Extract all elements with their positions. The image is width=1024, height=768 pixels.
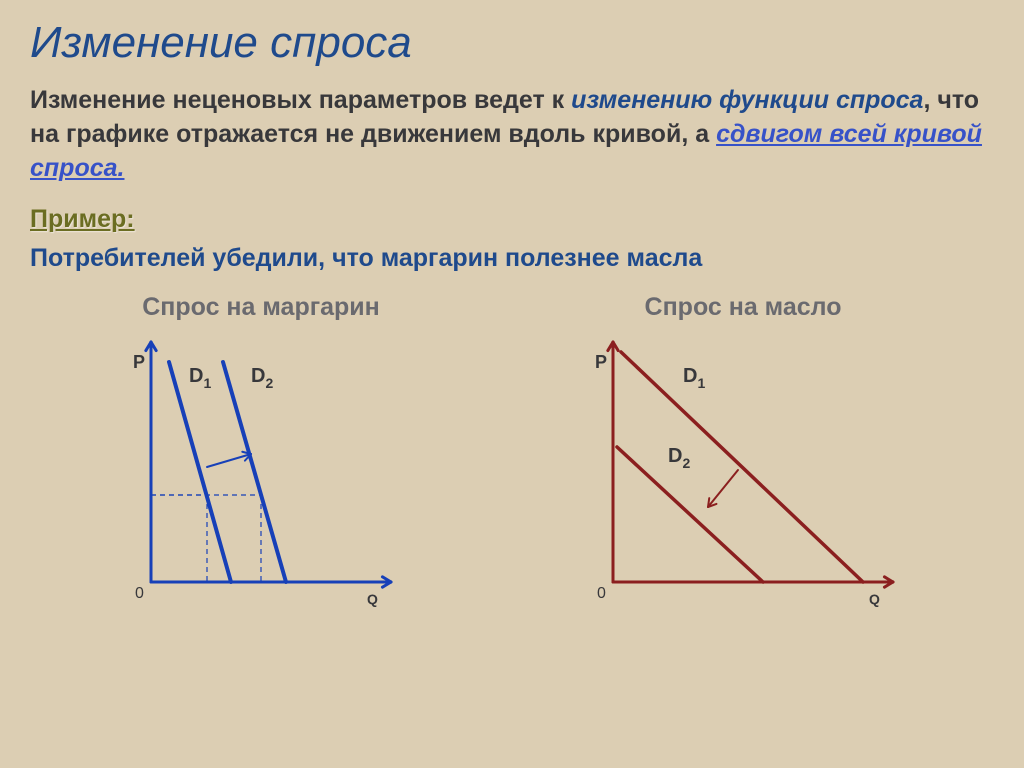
para-t2: изменению функции спроса — [571, 86, 923, 114]
chart-butter: Спрос на масло D1 D2 P Q 0 — [573, 293, 913, 622]
svg-text:P: P — [133, 352, 145, 372]
para-t1: Изменение неценовых параметров ведет к — [30, 86, 571, 114]
svg-text:Q: Q — [367, 591, 378, 607]
svg-text:0: 0 — [597, 585, 606, 602]
intro-paragraph: Изменение неценовых параметров ведет к и… — [30, 84, 994, 185]
svg-text:Q: Q — [869, 591, 880, 607]
charts-row: Спрос на маргарин D1 D2 P Q 0 Спрос на масло… — [30, 293, 994, 622]
chart-butter-svg: D1 D2 P Q 0 — [573, 332, 913, 622]
svg-text:0: 0 — [135, 585, 144, 602]
svg-text:D1: D1 — [683, 365, 705, 391]
svg-text:P: P — [595, 352, 607, 372]
chart-margarine: Спрос на маргарин D1 D2 P Q 0 — [111, 293, 411, 622]
slide-title: Изменение спроса — [30, 18, 994, 68]
example-text: Потребителей убедили, что маргарин полез… — [30, 244, 994, 273]
chart-margarine-title: Спрос на маргарин — [142, 293, 380, 322]
chart-margarine-svg: D1 D2 P Q 0 — [111, 332, 411, 622]
svg-text:D1: D1 — [189, 365, 211, 391]
example-label: Пример: — [30, 205, 135, 234]
chart-butter-title: Спрос на масло — [645, 293, 842, 322]
svg-text:D2: D2 — [251, 365, 273, 391]
svg-text:D2: D2 — [668, 445, 690, 471]
